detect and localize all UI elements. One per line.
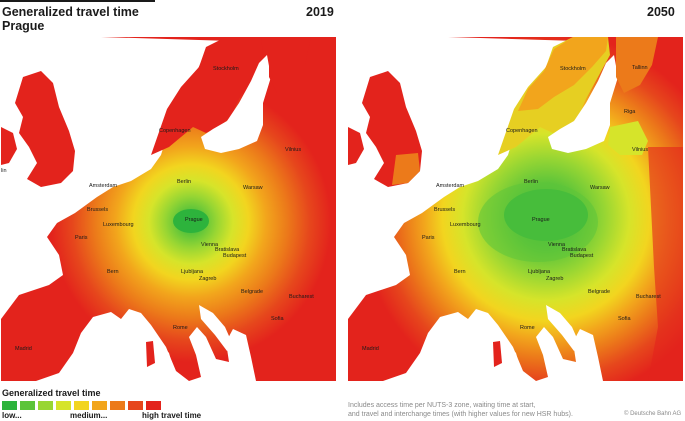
city-stockholm: Stockholm — [560, 66, 586, 72]
legend-label-medium: medium... — [70, 411, 108, 420]
city-belgrade: Belgrade — [588, 289, 610, 295]
city-brussels: Brussels — [87, 207, 108, 213]
city-copenhagen: Copenhagen — [159, 128, 191, 134]
year-label-left: 2019 — [306, 5, 334, 19]
legend-swatch-8 — [128, 401, 143, 410]
city-vienna: Vienna — [201, 242, 219, 248]
map-subtitle: Prague — [2, 19, 45, 33]
map-2050: Stockholm Tallinn Riga Copenhagen Vilniu… — [348, 37, 683, 381]
mediterranean-sea — [408, 333, 524, 381]
city-ljubljana: Ljubljana — [181, 269, 204, 275]
map-2050-svg: Stockholm Tallinn Riga Copenhagen Vilniu… — [348, 37, 683, 381]
legend-swatch-7 — [110, 401, 125, 410]
city-warsaw: Warsaw — [590, 185, 610, 191]
map-2019: Stockholm Copenhagen Vilnius lin Amsterd… — [1, 37, 336, 381]
city-dublin: lin — [1, 168, 7, 174]
sardinia — [493, 341, 502, 367]
city-paris: Paris — [422, 235, 435, 241]
baltics — [608, 121, 648, 155]
city-ljubljana: Ljubljana — [528, 269, 551, 275]
city-amsterdam: Amsterdam — [436, 183, 465, 189]
city-budapest: Budapest — [223, 253, 247, 259]
city-brussels: Brussels — [434, 207, 455, 213]
core-region — [173, 209, 209, 233]
footnote-line-2: and travel and interchange times (with h… — [348, 411, 573, 418]
city-zagreb: Zagreb — [546, 276, 563, 282]
city-rome: Rome — [173, 325, 188, 331]
city-madrid: Madrid — [15, 346, 32, 352]
city-copenhagen: Copenhagen — [506, 128, 538, 134]
city-warsaw: Warsaw — [243, 185, 263, 191]
scandinavia — [151, 37, 263, 155]
scandinavia-north — [518, 37, 608, 111]
great-britain — [15, 71, 75, 187]
copyright-credit: © Deutsche Bahn AG — [624, 411, 682, 417]
map-2019-svg: Stockholm Copenhagen Vilnius lin Amsterd… — [1, 37, 336, 381]
header-rule — [0, 0, 155, 2]
city-amsterdam: Amsterdam — [89, 183, 118, 189]
city-belgrade: Belgrade — [241, 289, 263, 295]
city-tallinn: Tallinn — [632, 65, 648, 71]
city-prague: Prague — [532, 217, 550, 223]
city-rome: Rome — [520, 325, 535, 331]
baltic-sea — [201, 55, 271, 153]
legend-label-high: high travel time — [142, 411, 202, 420]
mediterranean-sea — [61, 333, 177, 381]
city-luxembourg: Luxembourg — [103, 222, 134, 228]
city-labels: Stockholm Copenhagen Vilnius lin Amsterd… — [1, 66, 314, 352]
inner-region — [478, 182, 598, 262]
map-title: Generalized travel time — [2, 5, 139, 19]
finland — [269, 37, 311, 93]
city-vienna: Vienna — [548, 242, 566, 248]
legend-label-low: low... — [2, 411, 22, 420]
ireland — [1, 127, 17, 165]
city-paris: Paris — [75, 235, 88, 241]
adriatic-sea — [546, 305, 580, 351]
city-berlin: Berlin — [524, 179, 538, 185]
legend-swatch-1 — [2, 401, 17, 410]
city-budapest: Budapest — [570, 253, 594, 259]
legend-swatch-4 — [56, 401, 71, 410]
great-britain-south — [392, 153, 420, 185]
city-bern: Bern — [107, 269, 119, 275]
legend-swatch-5 — [74, 401, 89, 410]
city-stockholm: Stockholm — [213, 66, 239, 72]
legend-swatch-9 — [146, 401, 161, 410]
city-bucharest: Bucharest — [289, 294, 314, 300]
year-label-right: 2050 — [647, 5, 675, 19]
legend-swatch-3 — [38, 401, 53, 410]
city-labels: Stockholm Tallinn Riga Copenhagen Vilniu… — [362, 65, 661, 352]
city-sofia: Sofia — [618, 316, 631, 322]
city-madrid: Madrid — [362, 346, 379, 352]
city-vilnius: Vilnius — [632, 147, 648, 153]
city-bratislava: Bratislava — [562, 247, 587, 253]
city-berlin: Berlin — [177, 179, 191, 185]
city-riga: Riga — [624, 109, 636, 115]
sardinia — [146, 341, 155, 367]
legend-swatches — [2, 401, 164, 410]
city-bratislava: Bratislava — [215, 247, 240, 253]
legend-swatch-2 — [20, 401, 35, 410]
city-bern: Bern — [454, 269, 466, 275]
adriatic-sea — [199, 305, 233, 351]
ireland — [348, 127, 364, 165]
finland — [616, 37, 658, 93]
legend-swatch-6 — [92, 401, 107, 410]
baltic-sea — [548, 55, 618, 153]
city-prague: Prague — [185, 217, 203, 223]
city-luxembourg: Luxembourg — [450, 222, 481, 228]
city-bucharest: Bucharest — [636, 294, 661, 300]
eastern-region — [648, 147, 683, 381]
city-vilnius: Vilnius — [285, 147, 301, 153]
legend-title: Generalized travel time — [2, 388, 101, 398]
footnote-line-1: Includes access time per NUTS-3 zone, wa… — [348, 402, 536, 409]
city-sofia: Sofia — [271, 316, 284, 322]
city-zagreb: Zagreb — [199, 276, 216, 282]
footnote: Includes access time per NUTS-3 zone, wa… — [348, 401, 648, 419]
